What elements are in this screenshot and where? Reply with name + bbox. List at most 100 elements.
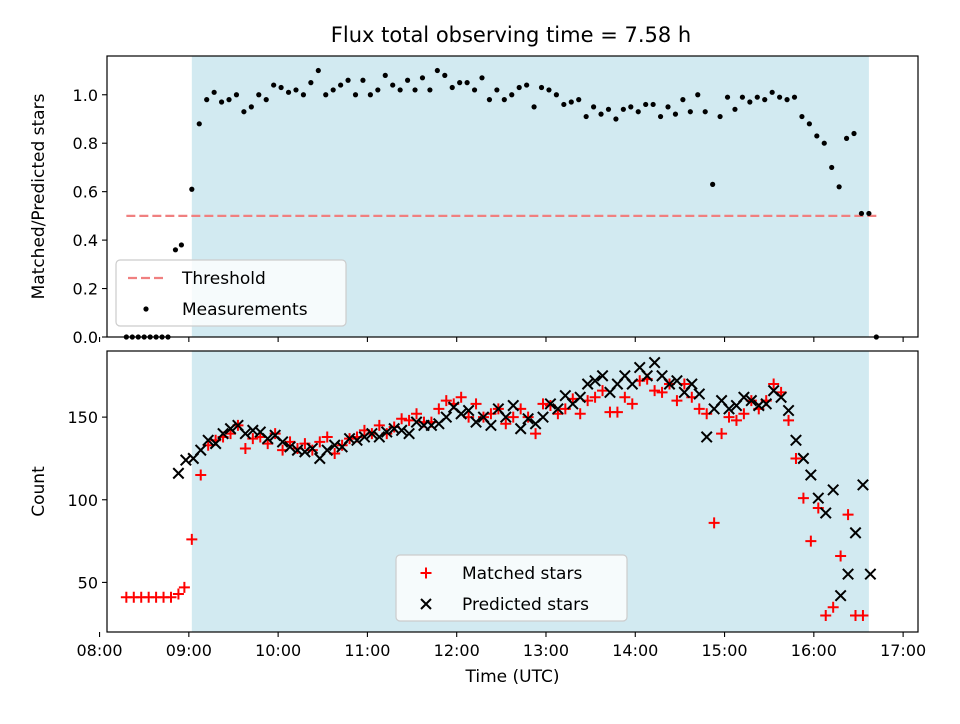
matched-star-point bbox=[783, 414, 795, 426]
matched-star-point bbox=[597, 385, 609, 397]
predicted-star-point bbox=[819, 507, 832, 519]
bottom-chart-panel: 50 100 150 08:00 09:00 10:00 11:00 12:00 13:00 14… bbox=[29, 350, 926, 687]
matched-star-point bbox=[500, 418, 512, 430]
x-tick-label: 10:00 bbox=[255, 641, 301, 660]
legend-marker-matched bbox=[420, 567, 432, 579]
measurement-point bbox=[553, 92, 559, 98]
predicted-star-point bbox=[522, 412, 535, 425]
measurement-point bbox=[397, 87, 403, 93]
predicted-star-point bbox=[395, 424, 408, 437]
x-tick-label: 09:00 bbox=[166, 641, 212, 660]
plot-frame bbox=[106, 350, 919, 633]
matched-star-point bbox=[336, 439, 348, 451]
measurement-point bbox=[851, 130, 857, 137]
matched-star-point bbox=[530, 428, 542, 440]
measurement-point bbox=[732, 106, 738, 112]
measurement-point bbox=[278, 84, 284, 91]
measurement-point bbox=[538, 84, 545, 91]
predicted-star-point bbox=[797, 452, 810, 465]
matched-star-point bbox=[470, 398, 482, 410]
y-tick-label: 0.0 bbox=[73, 328, 98, 347]
matched-star-point bbox=[455, 391, 467, 403]
y-tick-label: 100 bbox=[67, 491, 98, 510]
measurement-point bbox=[576, 97, 582, 103]
matched-star-point bbox=[186, 533, 198, 545]
measurement-point bbox=[598, 111, 604, 117]
predicted-star-point bbox=[365, 427, 378, 440]
matched-star-point bbox=[306, 444, 318, 456]
matched-star-point bbox=[178, 581, 190, 593]
matched-star-point bbox=[790, 452, 802, 464]
predicted-star-point bbox=[261, 432, 274, 445]
matched-star-point bbox=[671, 395, 683, 407]
measurement-point bbox=[390, 82, 396, 88]
measurement-point bbox=[762, 97, 768, 103]
measurement-point bbox=[687, 109, 693, 115]
measurement-point bbox=[211, 89, 217, 95]
measurement-point bbox=[323, 92, 329, 98]
matched-star-point bbox=[537, 398, 549, 410]
matched-star-point bbox=[619, 391, 631, 403]
matched-star-point bbox=[820, 609, 832, 621]
measurement-point bbox=[196, 121, 202, 127]
measurement-point bbox=[643, 101, 649, 108]
measurement-point bbox=[591, 104, 597, 110]
measurement-point bbox=[843, 135, 850, 141]
measurement-point bbox=[657, 113, 664, 120]
matched-star-point bbox=[411, 408, 423, 420]
matched-star-point bbox=[827, 601, 839, 613]
measurement-point bbox=[799, 113, 805, 120]
predicted-star-point bbox=[775, 391, 788, 404]
measurement-point bbox=[836, 184, 842, 190]
predicted-star-point bbox=[641, 369, 654, 382]
matched-star-point bbox=[656, 386, 668, 398]
measurement-point bbox=[583, 113, 589, 120]
predicted-star-point bbox=[321, 444, 334, 457]
predicted-star-point bbox=[455, 407, 468, 420]
predicted-star-point bbox=[373, 431, 386, 443]
predicted-star-point bbox=[589, 374, 601, 387]
y-tick-label: 0.4 bbox=[73, 231, 98, 250]
matched-star-point bbox=[574, 408, 586, 420]
measurement-point bbox=[777, 94, 783, 100]
legend-label: Measurements bbox=[182, 300, 308, 320]
measurement-point bbox=[665, 104, 671, 110]
predicted-star-point bbox=[596, 369, 609, 382]
measurement-point bbox=[769, 89, 775, 95]
measurement-point bbox=[189, 186, 195, 192]
measurement-point bbox=[680, 97, 686, 103]
measurement-point bbox=[717, 113, 723, 120]
measurement-point bbox=[546, 87, 552, 93]
measurement-point bbox=[271, 82, 277, 88]
measurement-point bbox=[382, 72, 388, 78]
measurement-point bbox=[858, 210, 865, 217]
measurement-point bbox=[233, 92, 240, 98]
predicted-star-point bbox=[827, 483, 840, 496]
predicted-star-point bbox=[693, 388, 706, 400]
measurement-point bbox=[412, 87, 418, 93]
measurement-point bbox=[620, 106, 626, 112]
predicted-star-point bbox=[440, 411, 453, 424]
measurement-point bbox=[338, 82, 344, 88]
measurement-point bbox=[710, 181, 716, 187]
predicted-star-point bbox=[403, 427, 415, 440]
x-axis-label: Time (UTC) bbox=[465, 667, 560, 687]
measurement-point bbox=[218, 99, 225, 105]
x-tick-label: 14:00 bbox=[612, 641, 658, 660]
y-tick-label: 50 bbox=[78, 573, 98, 592]
predicted-star-point bbox=[276, 436, 289, 448]
matched-star-point bbox=[396, 413, 408, 425]
matched-star-point bbox=[797, 492, 809, 504]
plot-frame bbox=[106, 55, 919, 338]
predicted-star-point bbox=[849, 526, 862, 539]
measurement-point bbox=[613, 116, 619, 122]
measurement-point bbox=[404, 77, 411, 83]
series-measurements bbox=[123, 67, 879, 340]
predicted-star-point bbox=[663, 378, 676, 390]
measurement-point bbox=[724, 94, 731, 100]
matched-star-point bbox=[842, 509, 854, 521]
predicted-star-point bbox=[410, 416, 423, 428]
measurement-point bbox=[695, 92, 701, 98]
predicted-star-point bbox=[737, 391, 750, 404]
legend-box bbox=[395, 554, 628, 622]
